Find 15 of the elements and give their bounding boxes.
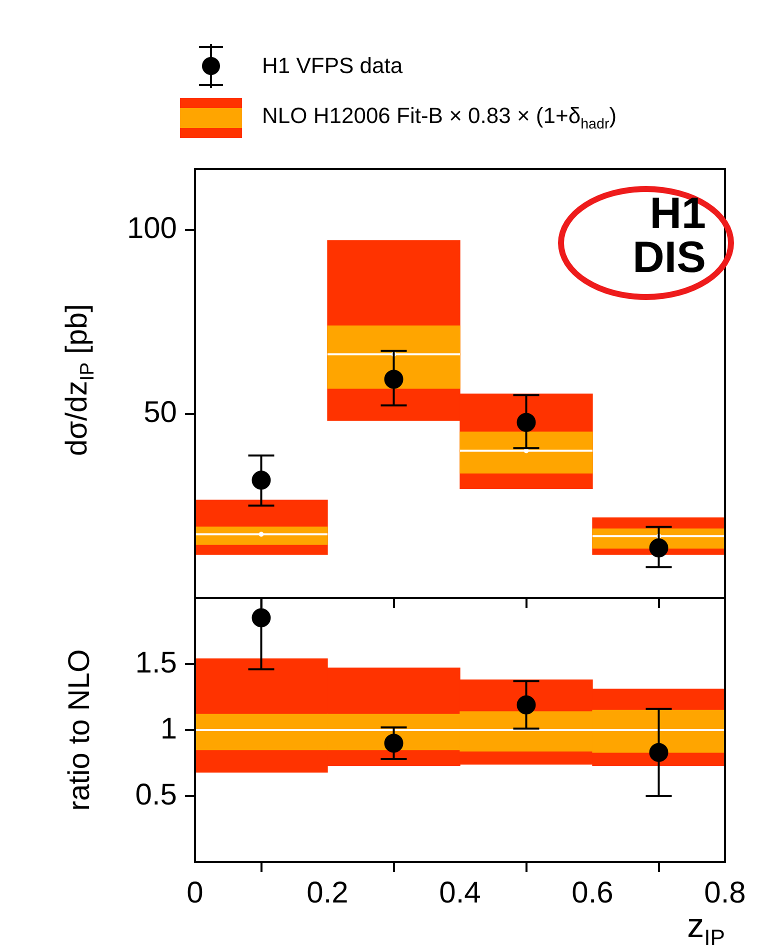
y-tick-label: 1.5: [135, 646, 177, 680]
x-axis-title: z$_{IP}$: [687, 907, 725, 945]
x-tick-label: 0.4: [439, 876, 481, 910]
y-axis-title: ratio to NLO: [63, 649, 97, 811]
y-tick-label: 0.5: [135, 778, 177, 812]
x-tick-label: 0.2: [306, 876, 348, 910]
x-tick-label: 0.6: [572, 876, 614, 910]
y-tick-label: 1: [160, 712, 177, 746]
x-tick-label: 0.8: [704, 876, 746, 910]
annotation: H1 DIS: [632, 189, 706, 282]
y-tick-label: 50: [144, 396, 177, 430]
legend-label: NLO H12006 Fit-B × 0.83 × (1+δ$_{hadr}$): [262, 103, 617, 133]
x-tick-label: 0: [186, 876, 204, 910]
legend-label: H1 VFPS data: [262, 53, 403, 79]
y-tick-label: 100: [126, 212, 177, 246]
